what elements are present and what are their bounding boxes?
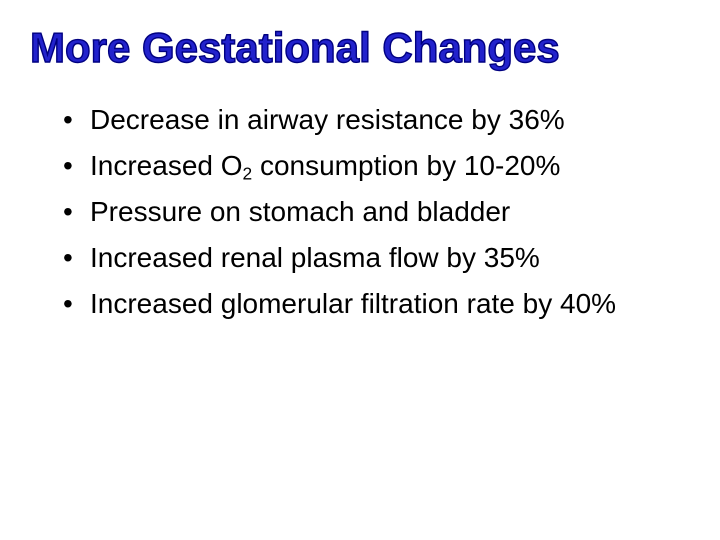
bullet-list: • Decrease in airway resistance by 36% •… xyxy=(63,97,655,327)
bullet-icon: • xyxy=(63,288,73,319)
bullet-text-post: consumption by 10-20% xyxy=(252,150,561,181)
list-item: • Pressure on stomach and bladder xyxy=(63,189,655,235)
bullet-text: Increased glomerular filtration rate by … xyxy=(90,288,617,319)
bullet-icon: • xyxy=(63,242,73,273)
list-item: • Increased O2 consumption by 10-20% xyxy=(63,143,655,189)
list-item: • Decrease in airway resistance by 36% xyxy=(63,97,655,143)
slide-title: More Gestational Changes xyxy=(29,23,560,71)
list-item: • Increased glomerular filtration rate b… xyxy=(63,281,655,327)
bullet-icon: • xyxy=(63,104,73,135)
bullet-icon: • xyxy=(63,196,73,227)
bullet-text-pre: Increased O xyxy=(90,150,243,181)
bullet-text: Increased renal plasma flow by 35% xyxy=(90,242,540,273)
subscript-2: 2 xyxy=(242,163,253,184)
list-item: • Increased renal plasma flow by 35% xyxy=(63,235,655,281)
bullet-text: Decrease in airway resistance by 36% xyxy=(90,104,565,135)
bullet-text: Increased O2 consumption by 10-20% xyxy=(90,150,561,184)
bullet-text: Pressure on stomach and bladder xyxy=(90,196,511,227)
bullet-icon: • xyxy=(63,150,73,181)
